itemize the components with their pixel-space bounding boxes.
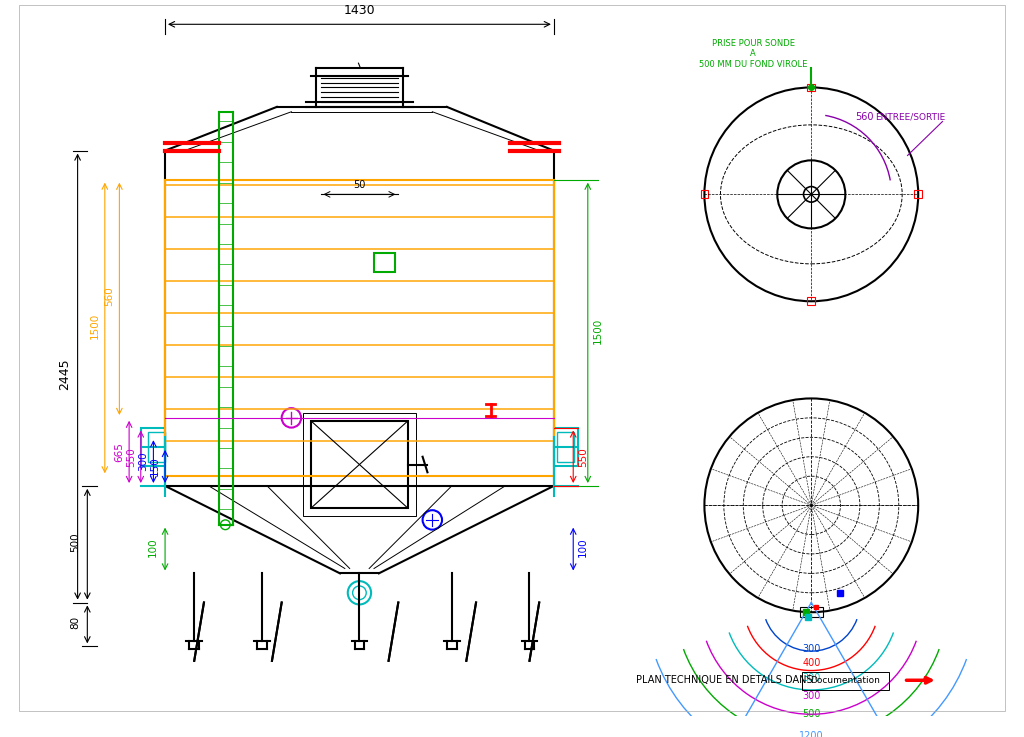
Bar [311, 421, 408, 509]
Text: 50: 50 [353, 180, 366, 189]
Text: 550: 550 [579, 447, 588, 467]
Text: Documentation: Documentation [810, 676, 881, 685]
Bar [800, 607, 823, 617]
Text: 1500: 1500 [593, 318, 603, 343]
Text: 1200: 1200 [799, 731, 823, 737]
Text: 300: 300 [802, 643, 820, 654]
Bar [303, 413, 416, 516]
Text: PLAN TECHNIQUE EN DETAILS DANS: PLAN TECHNIQUE EN DETAILS DANS [636, 675, 813, 685]
Bar [914, 190, 922, 198]
Text: 80: 80 [71, 615, 81, 629]
Text: 100: 100 [148, 537, 159, 557]
Text: 2445: 2445 [57, 358, 71, 390]
Bar [557, 433, 574, 461]
Bar [554, 427, 579, 467]
Bar [808, 297, 815, 305]
Text: 500: 500 [71, 532, 81, 552]
Text: 1430: 1430 [344, 4, 375, 18]
Text: 560: 560 [104, 287, 115, 307]
Bar [802, 672, 889, 690]
Text: 150: 150 [151, 457, 160, 476]
Bar [140, 427, 165, 467]
Text: ENTREE/SORTIE: ENTREE/SORTIE [876, 113, 945, 122]
Text: 300: 300 [802, 691, 820, 701]
Text: 560: 560 [855, 111, 874, 122]
Bar [808, 83, 815, 91]
Text: 550: 550 [126, 447, 136, 467]
Text: 500: 500 [802, 709, 820, 719]
Text: 665: 665 [115, 442, 124, 462]
Text: 400: 400 [802, 658, 820, 668]
Text: 1500: 1500 [90, 312, 100, 339]
Bar [147, 433, 165, 461]
Text: 300: 300 [802, 673, 820, 682]
Text: 100: 100 [579, 537, 588, 557]
Bar [700, 190, 709, 198]
Bar [374, 253, 395, 272]
Text: 300: 300 [138, 452, 148, 472]
Text: PRISE POUR SONDE
A
500 MM DU FOND VIROLE: PRISE POUR SONDE A 500 MM DU FOND VIROLE [698, 39, 807, 69]
